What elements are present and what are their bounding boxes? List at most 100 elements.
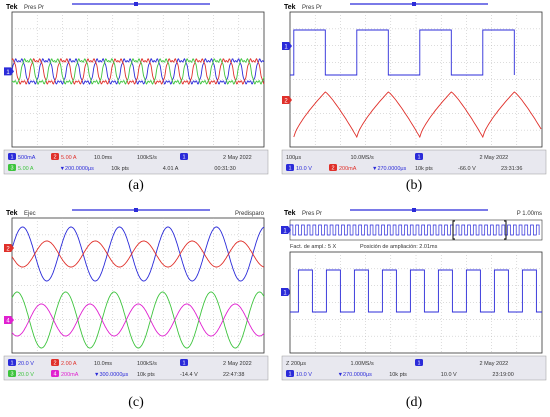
- markers-a: 1: [4, 67, 14, 76]
- status-value: 10.0ms: [94, 361, 112, 367]
- trace-channel-2: [11, 240, 265, 268]
- channel-1-badge-label: 1: [417, 155, 420, 161]
- status-value: ▼300.0000μs: [94, 372, 129, 378]
- header-c: Tek Ejec Predisparo: [6, 208, 265, 217]
- status-value: 23:31:36: [501, 166, 522, 172]
- markers-b: 12: [282, 42, 292, 105]
- status-value: 10.0 V: [296, 372, 312, 378]
- brand-label: Tek: [6, 210, 18, 217]
- grid-b: [289, 11, 543, 148]
- channel-1-badge-label: 1: [10, 361, 13, 367]
- trace-channel-2: [293, 91, 542, 139]
- status-value: 10k pts: [415, 166, 433, 172]
- markers-d: 11: [281, 226, 291, 297]
- brand-label: Tek: [6, 4, 18, 11]
- zoom-position-label: Posición de ampliación: 2.01ms: [360, 244, 438, 250]
- channel-3-badge-label: 3: [10, 372, 13, 378]
- header-b: Tek Pres Pr: [284, 2, 488, 11]
- trace-channel-1: [11, 58, 265, 85]
- trigger-pos-icon: [134, 2, 138, 6]
- caption-a: (a): [128, 178, 144, 193]
- channel-1-overview-marker: [281, 226, 291, 234]
- channel-4-marker-label: 4: [6, 319, 10, 325]
- status-value: 2 May 2022: [480, 155, 509, 161]
- status-bar: [281, 355, 547, 381]
- panel-c: Tek Ejec Predisparo 2 4 1 20.0 V 2 2.00 A 10.0ms 1…: [2, 206, 270, 384]
- channel-4-badge-label: 4: [53, 372, 56, 378]
- status-value: 100μs: [286, 155, 301, 161]
- status-value: 100kS/s: [137, 361, 157, 367]
- channel-1-marker: [4, 67, 14, 76]
- markers-c: 24: [4, 244, 14, 325]
- status-bar: [3, 355, 269, 381]
- trigger-pos-icon: [134, 208, 138, 212]
- status-value: 22:47:38: [223, 372, 244, 378]
- trigger-pos-icon: [412, 2, 416, 6]
- trace-channel-4: [11, 303, 265, 337]
- channel-1-badge: [286, 370, 294, 377]
- channel-2-badge: [51, 359, 59, 366]
- status-value: ▼270.0000μs: [338, 372, 373, 378]
- brand-label: Tek: [284, 210, 296, 217]
- trace-channel-1: [290, 269, 542, 313]
- status-value: -66.0 V: [458, 166, 476, 172]
- status-value: 4.01 A: [163, 166, 179, 172]
- status-value: 1.00MS/s: [351, 361, 374, 367]
- channel-2-badge-label: 2: [331, 166, 334, 172]
- channel-1-marker-label: 1: [283, 291, 287, 297]
- grid-a: [11, 11, 265, 148]
- channel-1-marker: [282, 42, 292, 50]
- grid-d: [289, 251, 543, 354]
- zoom-window-bracket: [452, 220, 507, 240]
- channel-1-marker-label: 1: [284, 45, 288, 51]
- trace-channel-3: [11, 57, 265, 85]
- channel-1-badge: [415, 153, 423, 160]
- mode-label: Pres Pr: [302, 211, 322, 217]
- trace-channel-3: [11, 291, 265, 349]
- status-value: 200mA: [61, 372, 79, 378]
- caption-d: (d): [405, 395, 423, 410]
- status-value: -14.4 V: [180, 372, 198, 378]
- status-value: 200mA: [339, 166, 357, 172]
- status-value: 10.0 V: [441, 372, 457, 378]
- overview-trace: [289, 224, 540, 236]
- channel-2-badge-label: 2: [53, 361, 56, 367]
- caption-c: (c): [128, 395, 144, 410]
- channel-3-badge: [8, 164, 16, 171]
- header-d: Tek Pres Pr P 1.00ms: [284, 208, 542, 217]
- status-value: ▼200.0000μs: [60, 166, 95, 172]
- channel-1-badge-label: 1: [10, 155, 13, 161]
- header-extra-label: P 1.00ms: [517, 211, 542, 217]
- channel-2-marker-label: 2: [6, 247, 10, 253]
- channel-2-marker-label: 2: [284, 99, 288, 105]
- channel-2-badge-label: 2: [53, 155, 56, 161]
- footer-a: 1 500mA 2 5.00 A 10.0ms 100kS/s 1 2 May 2022 3 5.…: [3, 149, 269, 175]
- status-value: 00:31:30: [214, 166, 235, 172]
- status-value: ▼270.0000μs: [372, 166, 407, 172]
- header-a: Tek Pres Pr: [6, 2, 210, 11]
- channel-1-overview-marker-label: 1: [283, 229, 287, 235]
- status-value: 2 May 2022: [223, 361, 252, 367]
- header-extra-label: Predisparo: [235, 211, 265, 217]
- channel-1-badge-label: 1: [182, 361, 185, 367]
- caption-b: (b): [405, 178, 423, 193]
- status-value: 20.0 V: [18, 372, 34, 378]
- channel-1-badge-label: 1: [417, 361, 420, 367]
- panel-a: Tek Pres Pr 1 1 500mA 2 5.00 A 10.0ms 100kS/s 1 2 …: [2, 0, 270, 178]
- footer-b: 100μs 10.0MS/s 1 2 May 2022 1 10.0 V 2 200mA ▼27…: [281, 149, 547, 175]
- status-value: 10.0MS/s: [351, 155, 374, 161]
- footer-d: Z 200μs 1.00MS/s 1 2 May 2022 1 10.0 V ▼270.00…: [281, 355, 547, 381]
- channel-1-badge: [415, 359, 423, 366]
- oscilloscope-screen-a: Tek Pres Pr 1 1 500mA 2 5.00 A 10.0ms 100kS/s 1 2 …: [3, 2, 269, 175]
- channel-1-badge: [8, 153, 16, 160]
- status-value: 20.0 V: [18, 361, 34, 367]
- channel-2-badge: [329, 164, 337, 171]
- zoom-info: Fact. de ampl.: 5 X Posición de ampliació…: [290, 244, 438, 250]
- brand-label: Tek: [284, 4, 296, 11]
- channel-1-badge: [286, 164, 294, 171]
- status-value: 2 May 2022: [480, 361, 509, 367]
